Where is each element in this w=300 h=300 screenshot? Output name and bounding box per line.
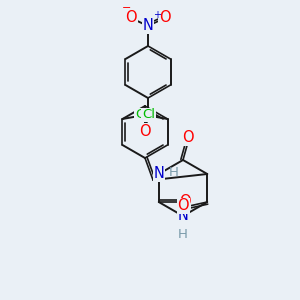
Text: O: O <box>177 199 189 214</box>
Text: O: O <box>125 11 137 26</box>
Text: N: N <box>142 19 153 34</box>
Text: +: + <box>153 10 161 20</box>
Text: Cl: Cl <box>135 109 148 122</box>
Text: N: N <box>153 167 164 182</box>
Text: −: − <box>122 3 132 13</box>
Text: O: O <box>182 130 194 146</box>
Text: H: H <box>169 166 178 178</box>
Text: O: O <box>139 124 151 139</box>
Text: Cl: Cl <box>142 109 155 122</box>
Text: O: O <box>159 11 171 26</box>
Text: N: N <box>178 208 188 224</box>
Text: H: H <box>178 228 188 241</box>
Text: O: O <box>179 194 190 209</box>
